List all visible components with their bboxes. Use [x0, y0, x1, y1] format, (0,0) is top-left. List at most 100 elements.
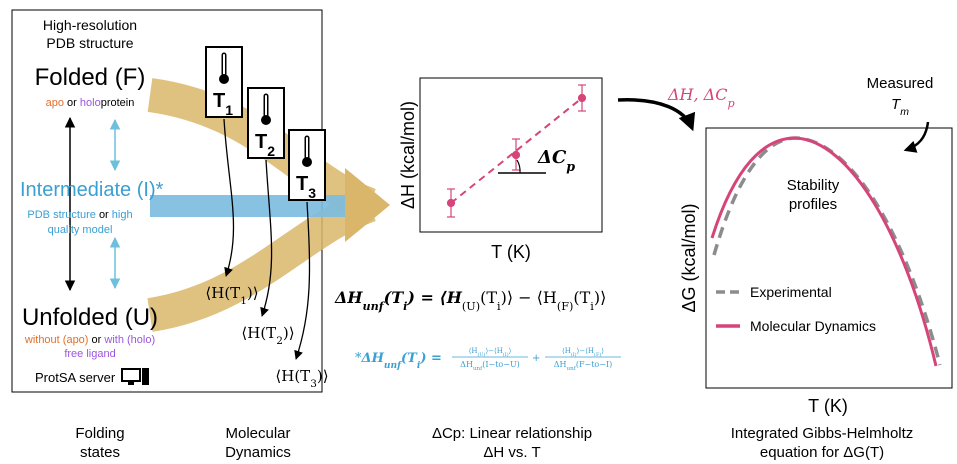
intermediate-equation: *ΔHunf(Ti) =	[355, 351, 442, 371]
flow-bar	[150, 195, 360, 217]
text-segment: or	[88, 334, 104, 346]
text-segment: )⟩ − ⟨H	[501, 288, 557, 307]
y-axis-label: ΔH (kcal/mol)	[398, 101, 418, 209]
thermometer-icon	[261, 115, 271, 125]
text-segment: )⟩	[283, 324, 295, 342]
text-line: states	[80, 444, 120, 461]
text-line: Folded (F)	[35, 64, 146, 91]
plot-frame	[706, 128, 952, 388]
thermometer-icon	[219, 74, 229, 84]
slope-label: ΔCp	[537, 147, 575, 174]
text-segment: m	[900, 106, 909, 118]
text-line: Folding	[75, 425, 124, 442]
text-segment: (T	[401, 351, 418, 366]
average-enthalpy: ⟨H(T2)⟩	[241, 324, 294, 347]
text-segment: (T	[480, 288, 497, 307]
legend-label: Experimental	[750, 284, 832, 300]
intermediate-label: Intermediate (I)*	[20, 179, 164, 201]
x-axis-label: T (K)	[808, 396, 848, 416]
thermometer-icon	[302, 157, 312, 167]
text-line: T (K)	[808, 396, 848, 416]
text-line: Measured	[867, 75, 934, 92]
transfer-label: ΔH, ΔCp	[667, 85, 735, 110]
text-segment: free ligand	[64, 348, 115, 360]
text-segment: (F)	[557, 300, 574, 313]
text-segment: ⟨H	[562, 347, 571, 355]
unfolded-label: Unfolded (U)	[22, 304, 158, 331]
average-enthalpy: ⟨H(T3)⟩	[275, 367, 328, 390]
text-line: ΔG (kcal/mol)	[679, 203, 699, 312]
slope-angle	[517, 160, 520, 173]
y-axis-label: ΔG (kcal/mol)	[679, 203, 699, 312]
fraction-denominator: ΔHunf(F−to−I)	[554, 360, 612, 372]
flow-arrow-head	[345, 168, 390, 242]
caption: Molecular Dynamics	[225, 425, 291, 461]
text-segment: 1	[225, 102, 233, 118]
text-segment: 2	[267, 143, 275, 159]
text-line: T (K)	[491, 242, 531, 262]
text-segment: holo	[80, 97, 101, 109]
text-segment: ⟩	[509, 347, 512, 355]
text-line: profiles	[789, 196, 837, 213]
md-arrow	[262, 160, 272, 316]
text-segment: 1	[240, 295, 247, 307]
diagram: High-resolutionPDB structure Folded (F) …	[0, 0, 957, 464]
text-line: Intermediate (I)*	[20, 179, 164, 201]
text-segment: ΔH	[460, 360, 473, 369]
text-segment: )⟩	[594, 288, 606, 307]
text-line: Dynamics	[225, 444, 291, 461]
text-segment: 3	[310, 378, 317, 390]
enthalpy-equation: ΔHunf(Ti) = ⟨H(U)(Ti)⟩ − ⟨H(F)(Ti)⟩	[334, 288, 606, 313]
text-line: +	[532, 353, 540, 364]
text-segment: ⟨H(T	[241, 324, 276, 342]
text-line: High-resolution	[43, 17, 137, 33]
text-segment: apo	[46, 97, 64, 109]
text-segment: or	[99, 209, 109, 221]
fraction-numerator: ⟨H(I)⟩−⟨H(F)⟩	[562, 347, 604, 358]
text-line: Molecular	[225, 425, 290, 442]
text-segment: (F−to−I)	[576, 360, 612, 369]
fraction-denominator: ΔHunf(I−to−U)	[460, 360, 520, 372]
text-segment: PDB structure	[27, 209, 99, 221]
text-segment: ) = ⟨H	[406, 288, 462, 307]
computer-icon	[122, 368, 149, 385]
text-segment: T	[296, 173, 308, 195]
text-segment: ⟨H	[469, 347, 478, 355]
text-segment: T	[213, 90, 225, 112]
text-segment: without (apo)	[24, 334, 89, 346]
text-line: equation for ΔG(T)	[760, 444, 884, 461]
text-segment: 3	[308, 185, 316, 201]
plus-sign: +	[532, 353, 540, 364]
text-segment: unf	[363, 299, 386, 313]
text-segment: ⟨H(T	[275, 367, 310, 385]
text-segment: ⟩−⟨H	[485, 347, 502, 355]
text-segment: ΔH, ΔC	[667, 85, 727, 104]
text-line: quality model	[48, 224, 113, 236]
text-line: ΔCp: Linear relationship	[432, 425, 592, 442]
text-line: ΔH vs. T	[483, 444, 540, 461]
text-segment: (T	[384, 288, 405, 307]
text-segment: (U)	[462, 300, 480, 313]
text-line: Unfolded (U)	[22, 304, 158, 331]
unfolded-note: without (apo) or with (holo) free ligand	[24, 334, 155, 360]
text-segment: with (holo)	[103, 334, 155, 346]
text-segment: T	[255, 131, 267, 153]
caption: Folding states	[75, 425, 124, 461]
transfer-arrow	[618, 100, 692, 128]
text-segment: ) =	[419, 351, 442, 366]
x-axis-label: T (K)	[491, 242, 531, 262]
text-segment: (T	[573, 288, 590, 307]
text-segment: (I−to−U)	[482, 360, 520, 369]
text-segment: ΔH	[361, 351, 385, 366]
text-line: Integrated Gibbs-Helmholtz	[731, 425, 914, 442]
text-line: ΔH (kcal/mol)	[398, 101, 418, 209]
text-segment: )⟩	[247, 284, 259, 302]
text-segment: p	[566, 159, 575, 174]
tm-arrow	[906, 122, 928, 150]
legend-label: Molecular Dynamics	[750, 318, 876, 334]
fraction-numerator: ⟨H(U)⟩−⟨H(I)⟩	[469, 347, 512, 358]
text-line: ProtSA server	[35, 370, 116, 385]
